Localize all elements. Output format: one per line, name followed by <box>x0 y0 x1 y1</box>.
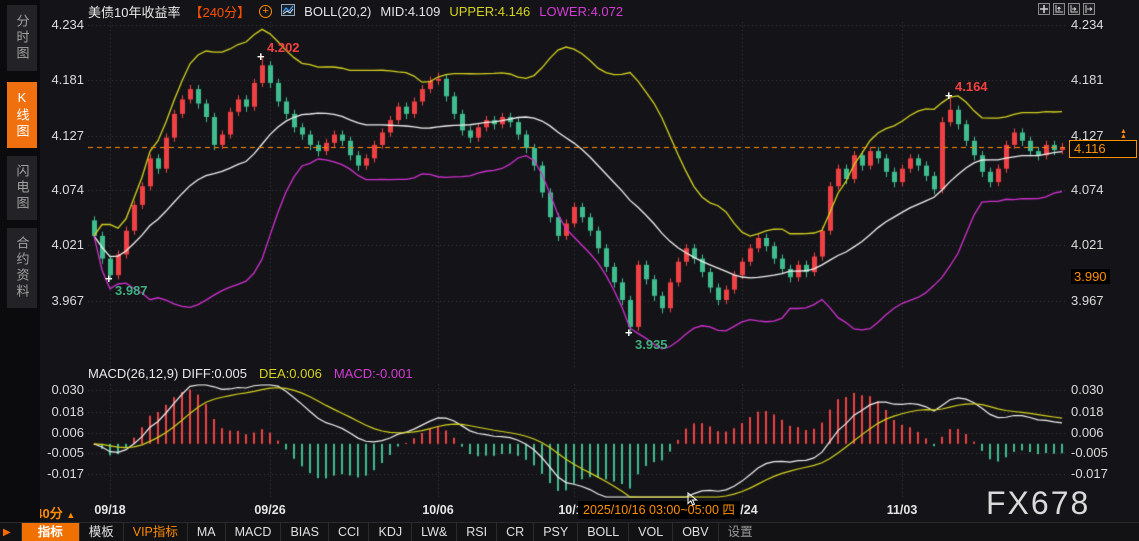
main-y-axis-label-left: 4.181 <box>51 71 84 87</box>
instrument-title: 美债10年收益率 <box>88 5 181 20</box>
price-up-marker-icon: ▲ ▲ <box>1120 127 1127 140</box>
toolbar-item-13[interactable]: BOLL <box>577 522 628 541</box>
x-axis-label: 10/06 <box>422 503 454 517</box>
last-price-tag: 4.116 <box>1069 139 1137 158</box>
extreme-cross-marker: + <box>625 325 633 341</box>
period-tag: 【240分】 <box>189 5 251 20</box>
main-y-axis-label-left: 3.967 <box>51 293 84 308</box>
prev-close-label: 3.990 <box>1071 269 1110 285</box>
boll-mid-value: MID:4.109 <box>380 4 441 19</box>
toolbar-item-14[interactable]: VOL <box>628 522 672 541</box>
toolbar-item-4[interactable]: MA <box>186 522 225 541</box>
bar-datetime-tooltip: 2025/10/16 03:00~05:00 四 <box>578 501 740 519</box>
macd-dea-value: DEA:0.006 <box>258 366 322 381</box>
main-y-axis-label-left: 4.074 <box>51 182 84 198</box>
main-y-axis-label-right: 4.127 <box>1071 127 1104 143</box>
toolbar-item-6[interactable]: BIAS <box>280 522 328 541</box>
mouse-cursor-icon <box>687 491 699 510</box>
add-compare-icon[interactable]: + <box>259 5 273 18</box>
sidebar-tab-kline[interactable]: K线图 <box>7 82 37 148</box>
sidebar-tab-lightning[interactable]: 闪电图 <box>7 156 37 220</box>
main-y-axis-label-right: 4.181 <box>1071 71 1104 87</box>
main-y-axis-label-right: 4.074 <box>1071 182 1104 198</box>
extreme-price-label: 4.202 <box>267 40 300 56</box>
macd-y-axis-label-left: 0.030 <box>51 382 84 397</box>
chart-titlebar: 美债10年收益率 【240分】 + BOLL(20,2) MID:4.109 U… <box>88 3 623 20</box>
extreme-price-label: 3.935 <box>635 337 668 353</box>
macd-y-axis-label-right: 0.018 <box>1071 403 1104 419</box>
x-axis-label: 09/18 <box>94 503 126 517</box>
scale-up-axis-icon[interactable] <box>1053 3 1065 15</box>
toolbar-item-16[interactable]: 设置 <box>717 522 762 541</box>
sidebar: 分时图 K线图 闪电图 合约资料 <box>0 0 40 541</box>
toolbar-item-8[interactable]: KDJ <box>368 522 411 541</box>
main-y-axis-label-left: 4.127 <box>51 127 84 143</box>
caret-up-icon: ▲ <box>66 510 76 520</box>
boll-lower-value: LOWER:4.072 <box>539 4 624 19</box>
extreme-price-label: 3.987 <box>115 283 148 299</box>
extreme-cross-marker: + <box>105 271 113 287</box>
extreme-cross-marker: + <box>945 88 953 104</box>
extreme-price-label: 4.164 <box>955 79 988 95</box>
macd-y-axis-label-right: -0.005 <box>1071 444 1108 460</box>
toolbar-item-7[interactable]: CCI <box>327 522 369 541</box>
macd-chart-canvas[interactable] <box>88 384 1066 498</box>
macd-y-axis-label-right: 0.006 <box>1071 425 1104 441</box>
toolbar-item-2[interactable]: 模板 <box>78 522 123 541</box>
main-y-axis-label-right: 4.021 <box>1071 237 1104 253</box>
toolbar-item-3[interactable]: VIP指标 <box>122 522 187 541</box>
main-y-axis-label-left: 4.234 <box>51 17 84 32</box>
macd-header: MACD(26,12,9) DIFF:0.005 DEA:0.006 MACD:… <box>88 366 413 381</box>
macd-y-axis-label-right: -0.017 <box>1071 466 1108 482</box>
pan-right-icon[interactable] <box>1083 3 1095 15</box>
boll-upper-value: UPPER:4.146 <box>449 4 531 19</box>
sidebar-tab-contract-info[interactable]: 合约资料 <box>7 228 37 308</box>
main-y-axis-label-right: 3.967 <box>1071 293 1104 308</box>
boll-label: BOLL(20,2) <box>304 4 372 19</box>
macd-y-axis-label-right: 0.030 <box>1071 382 1104 397</box>
indicator-toolbar: ▶ 指标 模板 VIP指标 MA MACD BIAS CCI KDJ LW& RSI CR PSY BO… <box>0 522 1139 541</box>
kline-mini-chart-icon[interactable] <box>281 4 296 19</box>
toolbar-item-15[interactable]: OBV <box>672 522 717 541</box>
toolbar-item-9[interactable]: LW& <box>411 522 456 541</box>
main-y-axis-label-right: 4.234 <box>1071 17 1104 32</box>
toolbar-arrow-icon[interactable]: ▶ <box>3 526 11 538</box>
x-axis-label: 11/03 <box>886 503 918 517</box>
toolbar-item-5[interactable]: MACD <box>224 522 281 541</box>
macd-y-axis-label-left: -0.017 <box>47 466 84 482</box>
crosshair-icon[interactable] <box>1038 3 1050 15</box>
main-y-axis-label-left: 4.021 <box>51 237 84 253</box>
chart-tool-icons <box>1038 3 1095 15</box>
scale-right-axis-icon[interactable] <box>1068 3 1080 15</box>
toolbar-item-10[interactable]: RSI <box>456 522 496 541</box>
macd-name-and-diff: MACD(26,12,9) DIFF:0.005 <box>88 366 247 381</box>
toolbar-item-12[interactable]: PSY <box>533 522 577 541</box>
toolbar-item-1[interactable]: 指标 <box>20 522 79 541</box>
toolbar-item-11[interactable]: CR <box>496 522 533 541</box>
main-chart-canvas[interactable] <box>88 22 1066 368</box>
macd-y-axis-label-left: 0.018 <box>51 403 84 419</box>
fx678-watermark: FX678 <box>986 485 1091 521</box>
sidebar-tab-timeshare[interactable]: 分时图 <box>7 5 37 71</box>
macd-y-axis-label-left: 0.006 <box>51 425 84 441</box>
macd-hist-value: MACD:-0.001 <box>333 366 413 381</box>
macd-y-axis-label-left: -0.005 <box>47 444 84 460</box>
x-axis-label: 09/26 <box>254 503 286 517</box>
extreme-cross-marker: + <box>257 49 265 65</box>
